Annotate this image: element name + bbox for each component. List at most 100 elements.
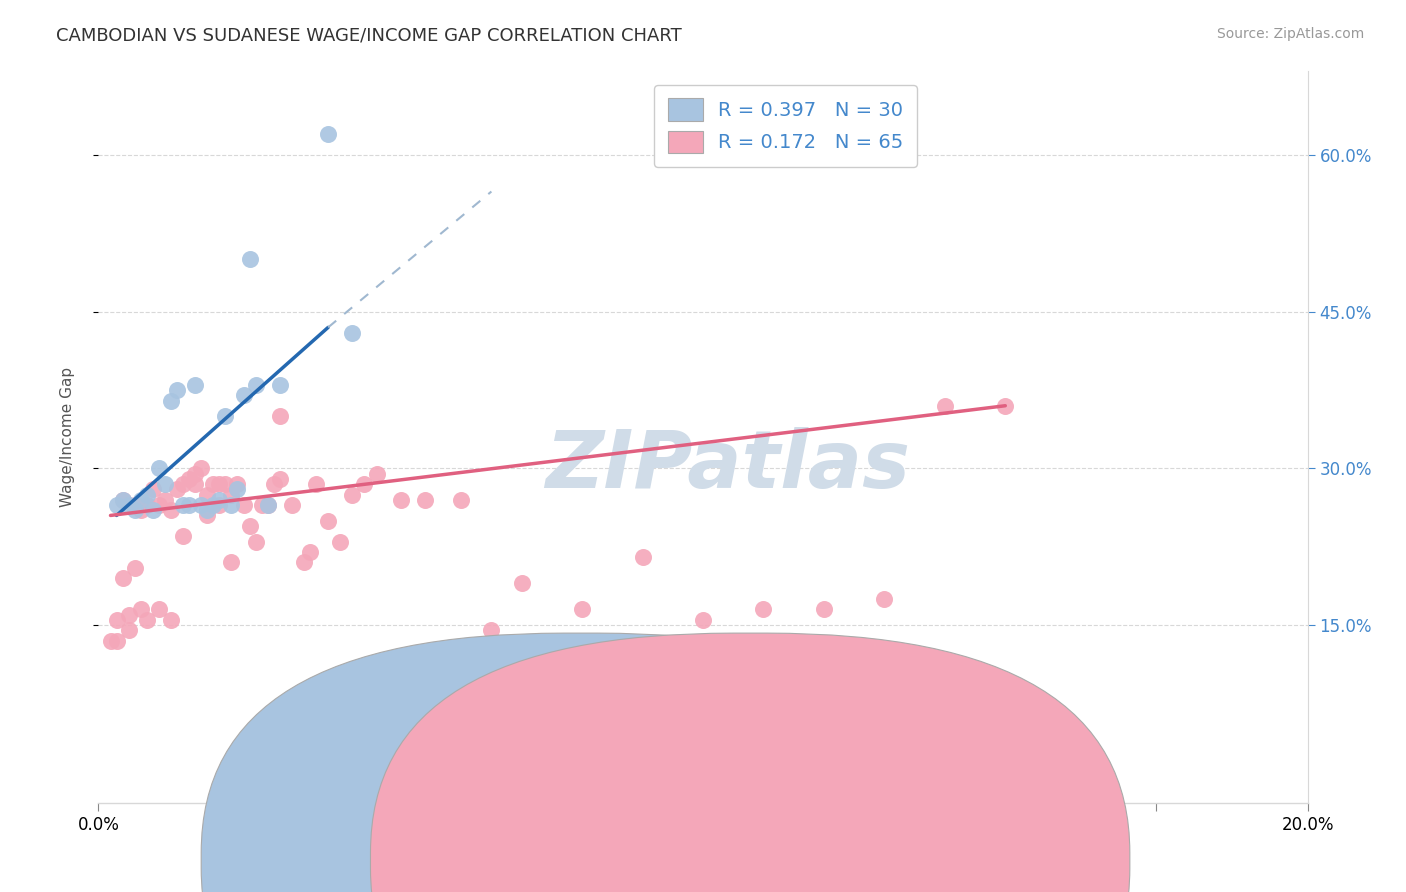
Point: [195, 508, 218, 523]
Point: [305, 477, 328, 491]
Point: [111, 571, 134, 585]
FancyBboxPatch shape: [201, 633, 960, 892]
Point: [239, 519, 262, 533]
Point: [631, 550, 654, 565]
Point: [226, 483, 249, 497]
Point: [299, 691, 322, 706]
Point: [172, 498, 194, 512]
Point: [263, 477, 285, 491]
Point: [184, 467, 207, 481]
Text: CAMBODIAN VS SUDANESE WAGE/INCOME GAP CORRELATION CHART: CAMBODIAN VS SUDANESE WAGE/INCOME GAP CO…: [56, 27, 682, 45]
Point: [232, 388, 254, 402]
Point: [100, 633, 122, 648]
Text: Sudanese: Sudanese: [776, 851, 856, 869]
Point: [179, 472, 201, 486]
Point: [148, 498, 170, 512]
Point: [226, 477, 249, 491]
Point: [269, 472, 291, 486]
Point: [172, 529, 194, 543]
Point: [105, 633, 128, 648]
Point: [135, 487, 157, 501]
Point: [245, 377, 267, 392]
Point: [342, 326, 364, 340]
Text: Source: ZipAtlas.com: Source: ZipAtlas.com: [1216, 27, 1364, 41]
Point: [413, 492, 436, 507]
Point: [129, 503, 152, 517]
Text: Cambodians: Cambodians: [606, 851, 709, 869]
Point: [129, 492, 152, 507]
Point: [160, 393, 183, 408]
Point: [450, 492, 472, 507]
Point: [135, 498, 157, 512]
Point: [124, 560, 146, 574]
Point: [124, 498, 146, 512]
Point: [190, 498, 212, 512]
Point: [221, 487, 243, 501]
Point: [316, 127, 339, 141]
Point: [214, 477, 236, 491]
Point: [142, 503, 165, 517]
Point: [202, 477, 225, 491]
Point: [195, 487, 218, 501]
Point: [752, 602, 775, 616]
Point: [256, 498, 278, 512]
Point: [208, 492, 231, 507]
Point: [129, 602, 152, 616]
Point: [214, 409, 236, 424]
Y-axis label: Wage/Income Gap: Wage/Income Gap: [60, 367, 75, 508]
Point: [105, 498, 128, 512]
Point: [813, 602, 835, 616]
Point: [281, 498, 304, 512]
Point: [118, 624, 141, 638]
Point: [208, 477, 231, 491]
Point: [148, 602, 170, 616]
Point: [184, 477, 207, 491]
Point: [239, 252, 262, 267]
Text: ZIPatlas: ZIPatlas: [544, 427, 910, 506]
Point: [142, 483, 165, 497]
Point: [250, 498, 273, 512]
Point: [934, 399, 956, 413]
Point: [148, 461, 170, 475]
Point: [353, 477, 375, 491]
Point: [571, 602, 593, 616]
Point: [329, 534, 352, 549]
Point: [510, 576, 533, 591]
Point: [389, 492, 412, 507]
Point: [232, 498, 254, 512]
Point: [166, 483, 188, 497]
Point: [184, 377, 207, 392]
Point: [105, 613, 128, 627]
Point: [190, 461, 212, 475]
Point: [172, 477, 194, 491]
Point: [366, 467, 388, 481]
Point: [118, 607, 141, 622]
Point: [135, 613, 157, 627]
Point: [221, 498, 243, 512]
Point: [342, 487, 364, 501]
Point: [481, 624, 503, 638]
Point: [179, 498, 201, 512]
Point: [111, 492, 134, 507]
Point: [153, 477, 176, 491]
Point: [202, 498, 225, 512]
Point: [118, 498, 141, 512]
Point: [299, 545, 322, 559]
Point: [292, 556, 315, 570]
Point: [245, 534, 267, 549]
Point: [873, 592, 896, 607]
Point: [692, 613, 714, 627]
Point: [450, 691, 472, 706]
Point: [195, 503, 218, 517]
Point: [166, 383, 188, 397]
Point: [124, 503, 146, 517]
Point: [316, 514, 339, 528]
Legend: R = 0.397   N = 30, R = 0.172   N = 65: R = 0.397 N = 30, R = 0.172 N = 65: [654, 85, 917, 167]
Point: [153, 492, 176, 507]
Point: [256, 498, 278, 512]
Point: [269, 409, 291, 424]
Point: [208, 498, 231, 512]
Point: [160, 613, 183, 627]
FancyBboxPatch shape: [371, 633, 1130, 892]
Point: [221, 556, 243, 570]
